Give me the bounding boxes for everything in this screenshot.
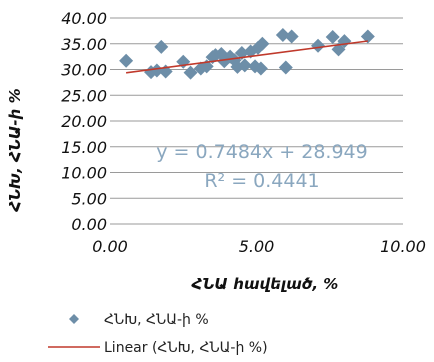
y-axis-tick-labels: 0.00 5.00 10.00 15.00 20.00 25.00 30.00 35.00 40… <box>61 9 107 234</box>
trendline-r-squared: R² = 0.4441 <box>204 170 319 192</box>
x-tick-label: 5.00 <box>239 237 275 256</box>
trendline <box>126 40 368 74</box>
data-point <box>255 36 270 51</box>
trendline-line <box>126 40 368 74</box>
data-point <box>325 30 340 45</box>
data-point <box>278 60 293 75</box>
x-axis-title: ՀՆԱ hավելած, % <box>191 275 339 293</box>
data-point <box>119 53 134 68</box>
y-tick-label: 30.00 <box>61 61 107 80</box>
trendline-equation: y = 0.7484x + 28.949 <box>156 141 367 163</box>
x-tick-label: 10.00 <box>380 237 426 256</box>
data-point <box>199 59 214 74</box>
legend-trendline-label: Linear (ՀՆԽ, ՀՆԱ-ի %) <box>104 340 268 356</box>
y-tick-label: 25.00 <box>61 86 107 105</box>
y-tick-label: 0.00 <box>71 215 107 234</box>
data-point <box>154 39 169 54</box>
legend-series-label: ՀՆԽ, ՀՆԱ-ի % <box>104 312 209 328</box>
data-point <box>284 29 299 44</box>
y-tick-label: 35.00 <box>61 35 107 54</box>
y-tick-label: 20.00 <box>61 112 107 131</box>
data-point <box>275 27 290 42</box>
y-tick-label: 40.00 <box>61 9 107 28</box>
scatter-points <box>119 27 375 80</box>
legend-diamond-marker <box>69 314 79 324</box>
data-point <box>243 44 258 59</box>
data-point <box>253 61 268 76</box>
x-axis-tick-labels: 0.00 5.00 10.00 <box>92 237 426 256</box>
y-axis-title: ՀՆԽ, ՀՆԱ-ի % <box>6 88 24 212</box>
data-point <box>311 38 326 53</box>
data-point <box>360 29 375 44</box>
legend: ՀՆԽ, ՀՆԱ-ի % Linear (ՀՆԽ, ՀՆԱ-ի %) <box>48 312 268 356</box>
y-tick-label: 10.00 <box>61 164 107 183</box>
data-point <box>149 63 164 78</box>
data-point <box>230 59 245 74</box>
data-point <box>183 65 198 80</box>
x-tick-label: 0.00 <box>92 237 128 256</box>
y-tick-label: 15.00 <box>61 138 107 157</box>
data-point <box>237 58 252 73</box>
data-point <box>227 53 242 68</box>
y-tick-label: 5.00 <box>71 189 107 208</box>
